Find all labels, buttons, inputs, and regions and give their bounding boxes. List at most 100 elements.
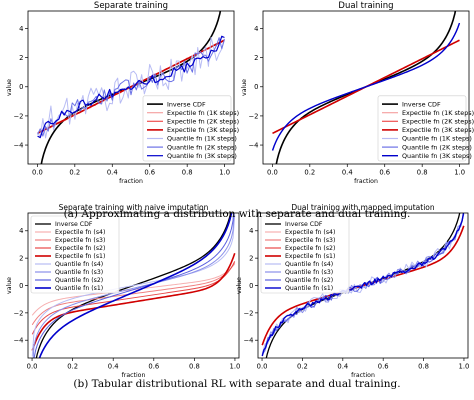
y-tick-label: −2 [13, 112, 23, 120]
legend-entry: Quantile fn (1K steps) [167, 135, 237, 143]
chart-4: Dual training with mapped imputation 0.0 0… [236, 203, 470, 379]
y-tick-label: 4 [19, 25, 23, 33]
series-lines [271, 11, 461, 164]
series-line [33, 213, 234, 358]
series-line [31, 262, 236, 326]
legend-entry: Expectile fn (2K steps) [167, 118, 239, 126]
chart-title: Dual training with mapped imputation [291, 203, 435, 212]
y-tick-label: 4 [19, 227, 23, 235]
y-tick-label: 0 [19, 282, 23, 290]
legend-box [260, 215, 350, 294]
y-tick-label: 2 [249, 255, 253, 263]
legend-entry: Quantile fn (1K steps) [402, 135, 472, 143]
x-tick-label: 0.0 [267, 169, 278, 177]
legend-entry: Expectile fn (s3) [285, 237, 335, 244]
series-line [37, 35, 225, 139]
legend-entry: Expectile fn (s4) [285, 229, 335, 236]
x-axis-label: fraction [354, 178, 378, 185]
chart-1: Separate training 0.0 0.2 0.4 0.6 0.8 1.0 −4 −2 0… [6, 1, 239, 185]
x-tick-label: 0.8 [189, 363, 200, 371]
x-tick-label: 0.4 [107, 169, 118, 177]
series-lines [261, 213, 465, 358]
legend-entry: Quantile fn (s4) [285, 261, 333, 268]
x-tick-label: 1.0 [230, 363, 241, 371]
series-lines [31, 213, 236, 358]
legend-entry: Inverse CDF [402, 100, 441, 108]
legend-entry: Expectile fn (s3) [55, 237, 105, 244]
x-tick-label: 0.2 [304, 169, 315, 177]
y-tick-label: −2 [13, 309, 23, 317]
x-tick-label: 0.4 [342, 169, 353, 177]
y-tick-label: −4 [248, 141, 258, 149]
x-tick-label: 0.4 [337, 363, 348, 371]
chart-2: Dual training 0.0 0.2 0.4 0.6 0.8 1.0 −4 −2 0 2 4 fr… [241, 1, 474, 185]
legend-entry: Expectile fn (s4) [55, 229, 105, 236]
legend-entry: Quantile fn (s1) [55, 285, 103, 292]
x-tick-label: 0.0 [32, 169, 43, 177]
x-tick-label: 0.2 [67, 363, 78, 371]
y-tick-label: 2 [19, 255, 23, 263]
x-tick-label: 0.8 [182, 169, 193, 177]
chart-title: Separate training [94, 1, 168, 11]
chart-title: Dual training [338, 1, 393, 11]
legend-entry: Quantile fn (s2) [285, 277, 333, 284]
y-tick-label: −4 [13, 141, 23, 149]
x-tick-label: 0.8 [417, 169, 428, 177]
y-tick-label: 4 [254, 25, 258, 33]
plot-frame [257, 212, 469, 359]
legend-entry: Inverse CDF [167, 100, 206, 108]
y-tick-label: 2 [19, 54, 23, 62]
x-tick-label: 0.6 [144, 169, 155, 177]
x-axis-label: fraction [122, 372, 146, 379]
y-tick-label: 0 [249, 282, 253, 290]
legend-box [142, 95, 232, 162]
caption-a: (a) Approximating a distribution with se… [63, 208, 411, 220]
legend-entry: Quantile fn (s3) [285, 269, 333, 276]
series-line [271, 22, 461, 151]
x-tick-label: 0.4 [108, 363, 119, 371]
x-tick-label: 0.8 [418, 363, 429, 371]
legend-entry: Quantile fn (3K steps) [167, 152, 237, 160]
legend-entry: Expectile fn (s2) [55, 245, 105, 252]
legend-entry: Expectile fn (3K steps) [167, 126, 239, 134]
legend-entry: Inverse CDF [285, 221, 323, 228]
legend-box [377, 95, 467, 162]
legend-entry: Quantile fn (s2) [55, 277, 103, 284]
y-axis-label: value [236, 277, 243, 294]
series-line [31, 214, 236, 357]
legend-entry: Quantile fn (2K steps) [402, 143, 472, 151]
y-axis-label: value [6, 277, 13, 294]
series-line [38, 213, 233, 358]
legend-entry: Expectile fn (s1) [55, 253, 105, 260]
legend-entry: Expectile fn (1K steps) [402, 109, 474, 117]
legend-entry: Quantile fn (3K steps) [402, 152, 472, 160]
legend-entry: Quantile fn (s1) [285, 285, 333, 292]
series-line [31, 261, 236, 335]
x-tick-label: 0.6 [148, 363, 159, 371]
y-tick-label: −4 [243, 337, 253, 345]
plot-frame [262, 10, 470, 165]
x-tick-label: 1.0 [219, 169, 230, 177]
x-axis-label: fraction [351, 372, 375, 379]
series-line [261, 213, 465, 357]
x-tick-label: 0.6 [379, 169, 390, 177]
y-tick-label: 0 [19, 83, 23, 91]
y-tick-label: 2 [254, 54, 258, 62]
caption-b: (b) Tabular distributional RL with separ… [73, 378, 401, 390]
legend-entry: Expectile fn (s2) [285, 245, 335, 252]
series-lines [37, 11, 225, 164]
legend-entry: Quantile fn (s4) [55, 261, 103, 268]
y-tick-label: 0 [254, 83, 258, 91]
x-tick-label: 0.2 [69, 169, 80, 177]
legend-entry: Quantile fn (2K steps) [167, 143, 237, 151]
y-tick-label: 4 [249, 227, 253, 235]
x-tick-label: 1.0 [459, 363, 470, 371]
y-tick-label: −4 [13, 337, 23, 345]
y-axis-label: value [6, 79, 13, 96]
legend-entry: Quantile fn (s3) [55, 269, 103, 276]
chart-3: Separate training with naive imputation 0… [6, 203, 241, 379]
